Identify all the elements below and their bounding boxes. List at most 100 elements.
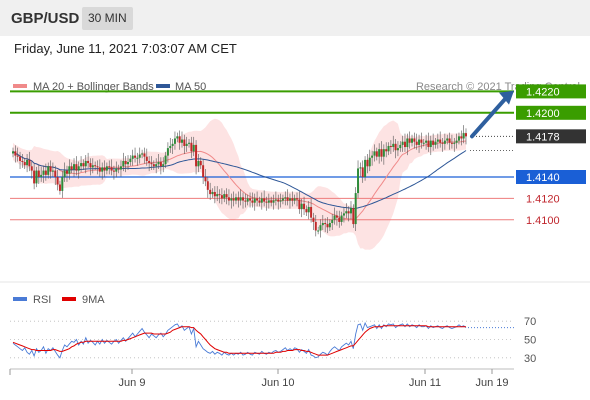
candle-body bbox=[70, 166, 73, 170]
candle-body bbox=[82, 163, 85, 167]
chart-header: GBP/USD 30 MIN bbox=[0, 0, 590, 36]
candle-body bbox=[291, 198, 294, 201]
candle-body bbox=[389, 145, 392, 148]
level-label-support_minor: 1.4100 bbox=[526, 215, 560, 227]
candle-body bbox=[364, 159, 367, 177]
candle-body bbox=[129, 158, 132, 163]
candle-body bbox=[35, 170, 38, 184]
main-legend: MA 20 + Bollinger Bands MA 50 bbox=[13, 81, 206, 93]
candle-body bbox=[28, 159, 31, 167]
candle-body bbox=[429, 140, 432, 148]
candle-body bbox=[65, 170, 68, 174]
candle-body bbox=[253, 198, 256, 203]
candle-body bbox=[58, 184, 61, 191]
candle-body bbox=[190, 142, 193, 152]
candle-body bbox=[40, 174, 43, 177]
candle-body bbox=[33, 170, 36, 184]
candle-body bbox=[145, 156, 148, 161]
candle-body bbox=[281, 198, 284, 201]
candle-body bbox=[441, 142, 444, 144]
candle-body bbox=[110, 167, 113, 171]
candle-body bbox=[206, 181, 209, 190]
candle-body bbox=[115, 168, 118, 172]
rsi-tick-label: 30 bbox=[524, 353, 536, 365]
candle-body bbox=[204, 177, 207, 182]
candle-body bbox=[185, 143, 188, 146]
x-tick-label: Jun 9 bbox=[119, 377, 146, 389]
candle-body bbox=[138, 154, 141, 158]
candle-body bbox=[366, 159, 369, 167]
candle-body bbox=[270, 200, 273, 203]
candle-body bbox=[303, 203, 306, 210]
candle-body bbox=[96, 166, 99, 168]
candle-body bbox=[260, 198, 263, 203]
candle-body bbox=[462, 133, 465, 139]
ma50-legend-swatch bbox=[156, 84, 170, 88]
candle-body bbox=[192, 144, 195, 152]
candle-body bbox=[56, 177, 59, 185]
candle-body bbox=[453, 142, 456, 144]
candle-body bbox=[319, 225, 322, 231]
ma20-legend-swatch bbox=[13, 84, 27, 88]
level-label-resistance: 1.4220 bbox=[526, 86, 560, 98]
x-tick-label: Jun 11 bbox=[409, 377, 441, 389]
candle-body bbox=[411, 138, 414, 143]
candle-body bbox=[68, 166, 71, 174]
candle-body bbox=[324, 223, 327, 225]
candle-body bbox=[249, 198, 252, 201]
candle-body bbox=[357, 168, 360, 194]
candle-body bbox=[368, 157, 371, 167]
candle-body bbox=[54, 170, 57, 177]
candle-body bbox=[298, 199, 301, 210]
candle-body bbox=[19, 156, 22, 161]
timeframe-button[interactable]: 30 MIN bbox=[82, 7, 133, 30]
candle-body bbox=[108, 166, 111, 168]
candle-body bbox=[380, 149, 383, 157]
candle-body bbox=[361, 167, 364, 177]
candle-body bbox=[150, 163, 153, 165]
candle-body bbox=[284, 197, 287, 199]
candle-body bbox=[239, 197, 242, 201]
candle-body bbox=[413, 138, 416, 142]
candle-body bbox=[326, 224, 329, 228]
rsi-panel: 70 50 30 bbox=[10, 316, 536, 365]
candle-body bbox=[23, 162, 26, 166]
level-box-resistance bbox=[516, 84, 586, 99]
candle-body bbox=[213, 191, 216, 197]
chart-datetime: Friday, June 11, 2021 7:03:07 AM CET bbox=[14, 41, 237, 56]
candlesticks bbox=[12, 125, 467, 238]
candle-body bbox=[237, 197, 240, 201]
x-axis: Jun 9 Jun 10 Jun 11 Jun 19 bbox=[9, 369, 509, 389]
candle-body bbox=[439, 139, 442, 143]
candle-body bbox=[274, 199, 277, 201]
candle-body bbox=[432, 140, 435, 145]
candle-body bbox=[209, 189, 212, 195]
candle-body bbox=[117, 168, 120, 170]
candle-body bbox=[434, 141, 437, 145]
candle-body bbox=[124, 160, 127, 165]
rsi-tick-label: 70 bbox=[524, 316, 536, 328]
candle-body bbox=[21, 160, 24, 163]
candle-body bbox=[134, 155, 137, 158]
candle-body bbox=[77, 166, 80, 171]
candle-body bbox=[180, 139, 183, 143]
candle-body bbox=[300, 203, 303, 210]
candle-body bbox=[448, 138, 451, 143]
candle-body bbox=[392, 143, 395, 148]
candle-body bbox=[427, 140, 430, 148]
candle-body bbox=[155, 164, 158, 167]
candle-body bbox=[75, 164, 78, 171]
candle-body bbox=[331, 219, 334, 224]
candle-body bbox=[354, 193, 357, 225]
candle-body bbox=[136, 157, 139, 159]
candle-body bbox=[91, 165, 94, 168]
candle-body bbox=[183, 139, 186, 146]
candle-body bbox=[293, 198, 296, 201]
candle-body bbox=[225, 194, 228, 198]
candle-body bbox=[352, 208, 355, 225]
candle-body bbox=[317, 230, 320, 232]
rsi-ma-legend-label: 9MA bbox=[82, 294, 105, 306]
candle-body bbox=[188, 142, 191, 144]
candle-body bbox=[375, 151, 378, 157]
candle-body bbox=[143, 153, 146, 157]
